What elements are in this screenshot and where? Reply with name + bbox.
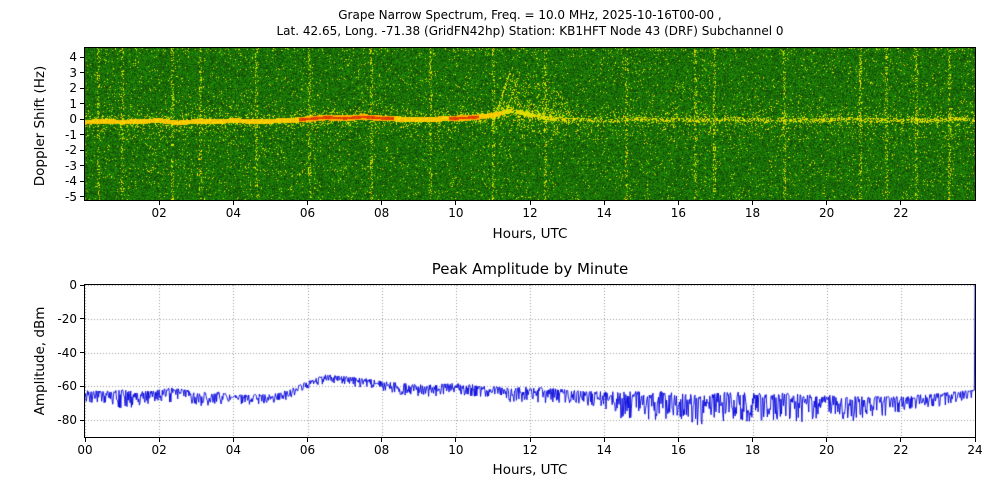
amplitude-x-tick: [232, 438, 234, 442]
amplitude-x-tick: [455, 438, 457, 442]
amplitude-x-tick-label: 02: [151, 443, 167, 457]
spectrogram-y-tick: [80, 118, 84, 120]
amplitude-x-tick-label: 24: [967, 443, 983, 457]
amplitude-x-tick: [826, 438, 828, 442]
amplitude-x-tick: [381, 438, 383, 442]
spectrogram-y-tick-label: 4: [69, 50, 77, 65]
spectrogram-y-tick-label: 2: [69, 81, 77, 96]
spectrogram-x-tick: [900, 201, 902, 205]
amplitude-y-tick: [80, 318, 84, 320]
spectrogram-x-tick-label: 16: [670, 206, 686, 220]
spectrogram-x-tick: [158, 201, 160, 205]
amplitude-x-tick-label: 00: [77, 443, 93, 457]
amplitude-x-tick: [307, 438, 308, 442]
spectrogram-y-tick: [80, 56, 84, 58]
spectrogram-x-tick-label: 14: [596, 206, 612, 220]
amplitude-y-tick: [80, 284, 84, 286]
spectrogram-x-tick: [232, 201, 234, 205]
spectrogram-y-tick: [80, 165, 84, 167]
amplitude-x-tick-label: 14: [596, 443, 612, 457]
spectrogram-y-tick: [80, 196, 84, 198]
spectrogram-x-tick-label: 22: [893, 206, 909, 220]
spectrogram-title-line2: Lat. 42.65, Long. -71.38 (GridFN42hp) St…: [276, 24, 784, 38]
spectrogram-y-tick: [80, 149, 84, 151]
spectrogram-y-tick: [80, 180, 84, 182]
amplitude-x-tick-label: 04: [225, 443, 241, 457]
spectrogram-y-tick: [80, 103, 84, 105]
spectrogram-y-tick-label: 0: [69, 112, 77, 127]
spectrogram-y-tick: [80, 134, 84, 136]
amplitude-y-tick-label: -80: [57, 413, 77, 428]
amplitude-y-tick: [80, 385, 84, 387]
spectrogram-y-tick-label: 3: [69, 65, 77, 80]
amplitude-x-axis-label: Hours, UTC: [492, 462, 568, 478]
spectrogram-x-tick: [307, 201, 308, 205]
amplitude-y-tick-label: -20: [57, 311, 77, 326]
amplitude-x-tick-label: 10: [448, 443, 464, 457]
spectrogram-x-axis-label: Hours, UTC: [492, 226, 568, 242]
amplitude-y-axis-label: Amplitude, dBm: [32, 306, 48, 416]
spectrogram-y-tick: [80, 72, 84, 74]
spectrogram-x-tick-label: 02: [151, 206, 167, 220]
amplitude-x-tick-label: 22: [893, 443, 909, 457]
amplitude-x-tick-label: 20: [819, 443, 835, 457]
amplitude-x-tick: [529, 438, 531, 442]
amplitude-plot-area: [84, 284, 976, 438]
amplitude-y-tick: [80, 352, 84, 354]
spectrogram-x-tick: [603, 201, 605, 205]
spectrogram-x-tick: [752, 201, 753, 205]
amplitude-x-tick: [752, 438, 753, 442]
spectrogram-x-tick-label: 08: [374, 206, 390, 220]
amplitude-x-tick: [603, 438, 605, 442]
amplitude-x-tick: [974, 438, 976, 442]
amplitude-y-tick-label: 0: [69, 278, 77, 292]
spectrogram-x-tick: [529, 201, 531, 205]
amplitude-y-tick-label: -40: [57, 345, 77, 360]
amplitude-x-tick: [158, 438, 160, 442]
spectrogram-y-tick: [80, 87, 84, 89]
spectrogram-x-tick-label: 18: [744, 206, 761, 220]
spectrogram-title-line1: Grape Narrow Spectrum, Freq. = 10.0 MHz,…: [338, 8, 722, 22]
amplitude-x-tick-label: 06: [299, 443, 316, 457]
spectrogram-x-tick: [381, 201, 383, 205]
spectrogram-x-tick-label: 04: [225, 206, 241, 220]
spectrogram-x-tick: [826, 201, 828, 205]
amplitude-chart-title: Peak Amplitude by Minute: [431, 260, 629, 278]
spectrogram-x-tick-label: 20: [819, 206, 835, 220]
amplitude-x-tick: [677, 438, 679, 442]
amplitude-canvas: [85, 285, 975, 437]
amplitude-x-tick-label: 18: [744, 443, 761, 457]
spectrogram-x-tick-label: 06: [299, 206, 316, 220]
spectrogram-y-tick-label: -4: [65, 174, 77, 189]
amplitude-x-tick: [900, 438, 902, 442]
spectrogram-x-tick-label: 10: [448, 206, 464, 220]
spectrogram-y-tick-label: -5: [65, 189, 77, 204]
spectrogram-canvas: [85, 48, 975, 200]
spectrogram-y-axis-label: Doppler Shift (Hz): [32, 65, 48, 187]
spectrogram-x-tick: [455, 201, 457, 205]
spectrogram-y-tick-label: -1: [65, 127, 77, 142]
spectrogram-x-tick-label: 12: [522, 206, 538, 220]
spectrogram-x-tick: [677, 201, 679, 205]
amplitude-y-tick-label: -60: [57, 379, 77, 394]
amplitude-x-tick-label: 08: [374, 443, 390, 457]
amplitude-x-tick-label: 12: [522, 443, 538, 457]
amplitude-x-tick: [84, 438, 86, 442]
spectrogram-plot-area: [84, 47, 976, 201]
spectrogram-y-tick-label: -2: [65, 143, 77, 158]
amplitude-x-tick-label: 16: [670, 443, 686, 457]
spectrogram-y-tick-label: 1: [69, 96, 77, 111]
amplitude-y-tick: [80, 419, 84, 421]
spectrogram-y-tick-label: -3: [65, 158, 77, 173]
